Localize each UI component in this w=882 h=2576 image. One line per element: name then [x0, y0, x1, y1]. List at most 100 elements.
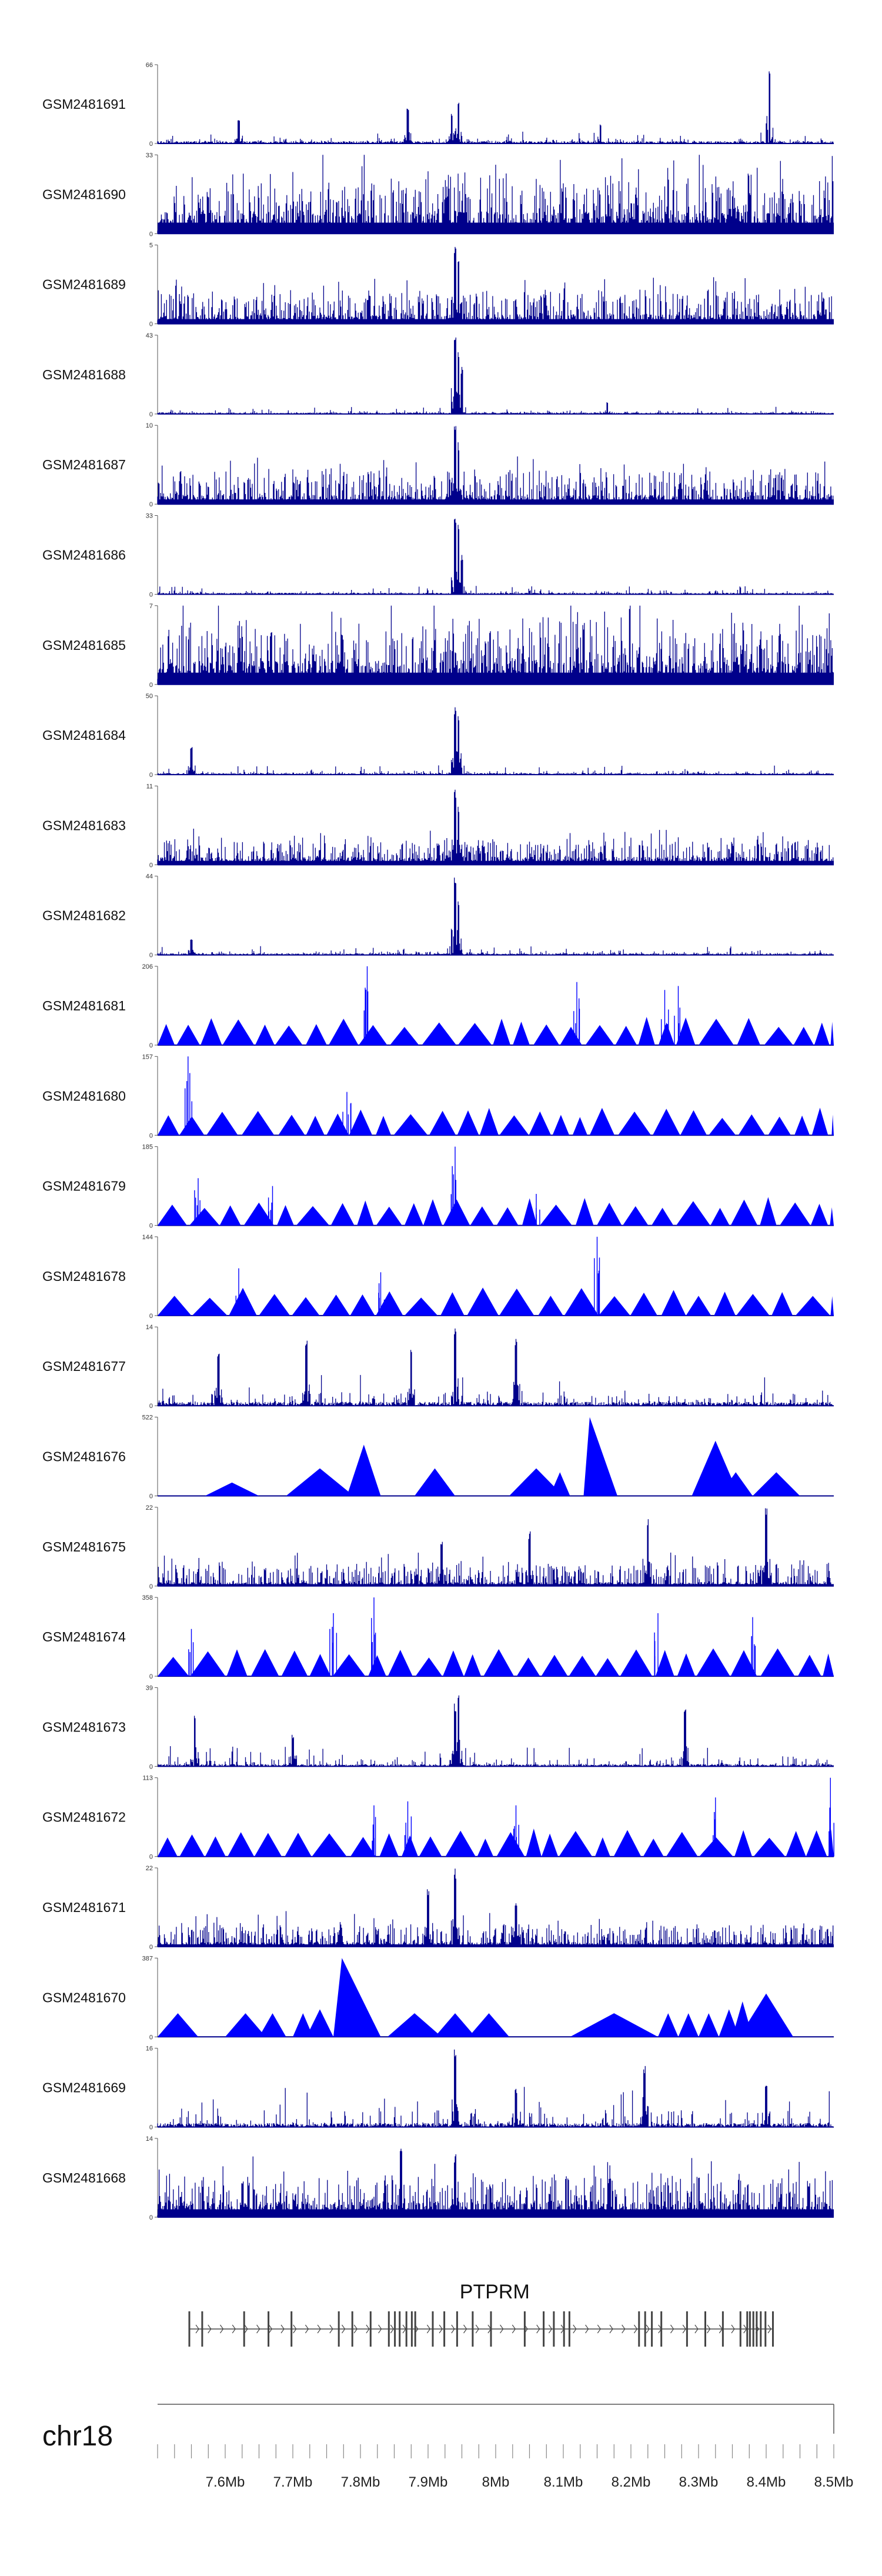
coverage-signal [157, 71, 834, 144]
gene-exon [443, 2311, 446, 2347]
gene-exon [543, 2311, 545, 2347]
axis-tick-label: 8.2Mb [612, 2474, 651, 2490]
track-ymin-label: 0 [149, 501, 153, 508]
track-GSM2481669: GSM2481669 16 0 [42, 2046, 834, 2131]
coverage-signal [158, 1695, 834, 1767]
track-label: GSM2481670 [42, 1990, 126, 2005]
gene-exon [290, 2311, 293, 2347]
track-ymax-label: 33 [146, 152, 153, 159]
gene-exon [721, 2311, 724, 2347]
track-ymax-label: 22 [146, 1865, 153, 1872]
track-ymax-label: 14 [146, 2135, 153, 2143]
tracks-layer: GSM2481691660GSM2481690330GSM248168950GS… [42, 62, 834, 2221]
gene-exon [399, 2311, 401, 2347]
track-ymax-label: 387 [142, 1955, 153, 1962]
coverage-signal [157, 337, 834, 414]
track-ymin-label: 0 [149, 1763, 153, 1770]
track-GSM2481689: GSM2481689 5 0 [42, 242, 834, 328]
coverage-peaks [194, 1146, 540, 1226]
track-GSM2481681: GSM2481681 206 0 [42, 963, 834, 1049]
gene-exon [188, 2311, 191, 2347]
gene-exon [243, 2311, 245, 2347]
track-GSM2481677: GSM2481677 14 0 [42, 1324, 834, 1410]
gene-exon [369, 2311, 372, 2347]
track-label: GSM2481671 [42, 1900, 126, 1915]
track-ymin-label: 0 [149, 231, 153, 238]
track-label: GSM2481669 [42, 2080, 126, 2095]
track-ymin-label: 0 [149, 1313, 153, 1320]
track-ymin-label: 0 [149, 2124, 153, 2131]
track-ymax-label: 522 [142, 1414, 153, 1422]
track-ymin-label: 0 [149, 1132, 153, 1139]
track-GSM2481672: GSM2481672 113 0 [42, 1775, 834, 1861]
track-label: GSM2481675 [42, 1539, 126, 1554]
axis-tick-label: 8.1Mb [544, 2474, 583, 2490]
coverage-band [158, 1944, 834, 1947]
track-label: GSM2481680 [42, 1088, 126, 1103]
coverage-peaks [235, 1236, 600, 1316]
track-ymax-label: 33 [146, 513, 153, 520]
track-GSM2481673: GSM2481673 39 0 [42, 1684, 834, 1770]
track-label: GSM2481685 [42, 638, 126, 653]
track-GSM2481683: GSM2481683 11 0 [42, 783, 834, 869]
gene-exon [638, 2311, 640, 2347]
track-GSM2481668: GSM2481668 14 0 [42, 2135, 834, 2221]
coverage-signal [157, 1868, 834, 1947]
track-ymax-label: 144 [142, 1234, 153, 1241]
track-ymax-label: 185 [142, 1144, 153, 1151]
axis-tick-label: 8Mb [482, 2474, 510, 2490]
track-ymax-label: 66 [146, 62, 153, 69]
gene-model-layer: PTPRM [188, 2281, 774, 2347]
track-ymax-label: 50 [146, 693, 153, 700]
track-ymax-label: 157 [142, 1053, 153, 1060]
axis-tick-label: 7.9Mb [409, 2474, 448, 2490]
coverage-signal [157, 1508, 834, 1586]
coverage-band [158, 860, 834, 865]
coverage-signal [157, 2049, 834, 2127]
coverage-band [158, 319, 834, 324]
gene-exon [686, 2311, 688, 2347]
coverage-signal [158, 519, 834, 595]
coverage-triangles [158, 1648, 834, 1677]
track-ymax-label: 358 [142, 1594, 153, 1601]
track-GSM2481671: GSM2481671 22 0 [42, 1865, 834, 1951]
gene-exon [746, 2311, 749, 2347]
axis-tick-label: 7.6Mb [206, 2474, 245, 2490]
track-GSM2481685: GSM2481685 7 0 [42, 603, 834, 689]
track-GSM2481678: GSM2481678 144 0 [42, 1234, 834, 1320]
axis-minor-ticks [157, 2444, 834, 2458]
gene-exon [568, 2311, 570, 2347]
track-ymax-label: 39 [146, 1684, 153, 1691]
gene-name-label: PTPRM [460, 2281, 530, 2303]
gene-exon [651, 2311, 653, 2347]
coverage-peaks [372, 1777, 834, 1857]
axis-tick-label: 7.8Mb [341, 2474, 380, 2490]
coverage-signal [157, 155, 834, 234]
gene-exon [405, 2311, 407, 2347]
coverage-triangles [158, 1107, 834, 1136]
track-label: GSM2481687 [42, 457, 126, 472]
gene-exon [764, 2311, 767, 2347]
track-GSM2481690: GSM2481690 33 0 [42, 152, 834, 238]
coverage-peaks [188, 1597, 756, 1677]
track-GSM2481682: GSM2481682 44 0 [42, 873, 834, 959]
coverage-peaks [185, 1056, 352, 1136]
track-ymax-label: 10 [146, 422, 153, 429]
track-GSM2481680: GSM2481680 157 0 [42, 1053, 834, 1139]
coverage-triangles [205, 1417, 800, 1496]
track-label: GSM2481691 [42, 96, 126, 112]
track-GSM2481675: GSM2481675 22 0 [42, 1504, 834, 1590]
track-ymin-label: 0 [149, 2214, 153, 2221]
track-label: GSM2481689 [42, 277, 126, 292]
track-ymax-label: 206 [142, 963, 153, 970]
gene-exon [338, 2311, 340, 2347]
axis-tick-label: 8.5Mb [814, 2474, 854, 2490]
track-GSM2481688: GSM2481688 43 0 [42, 332, 834, 418]
track-label: GSM2481673 [42, 1719, 126, 1734]
genome-axis-layer: chr18 7.6Mb 7.7Mb 7.8Mb 7.9Mb 8Mb 8.1Mb 8.2Mb 8.… [42, 2404, 853, 2490]
gene-strand-arrows [195, 2324, 771, 2334]
coverage-band [158, 499, 834, 505]
track-ymin-label: 0 [149, 1493, 153, 1500]
track-label: GSM2481674 [42, 1629, 126, 1644]
